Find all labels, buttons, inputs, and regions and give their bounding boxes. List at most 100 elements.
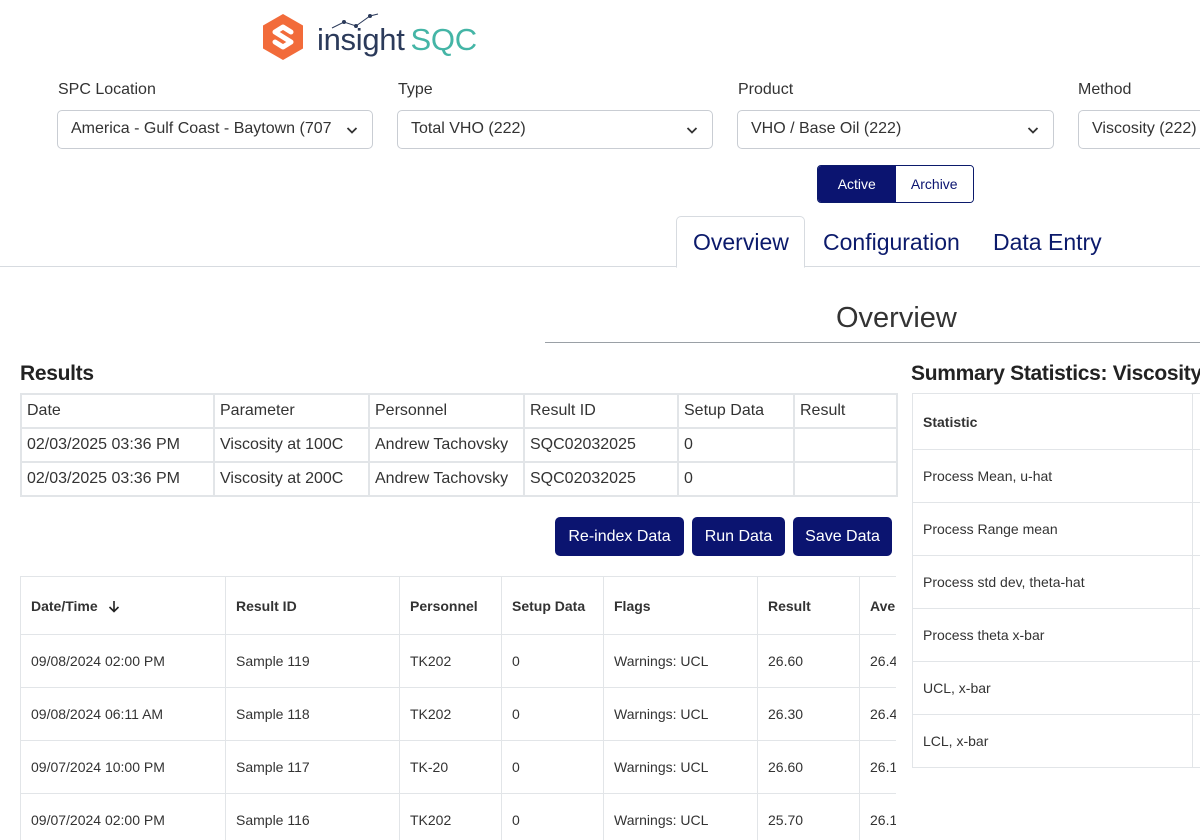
cell-date-time: 09/08/2024 06:11 AM: [20, 687, 226, 741]
brand-name: insight SQC: [317, 20, 477, 60]
table-row[interactable]: 09/07/2024 02:00 PM Sample 116 TK202 0 W…: [20, 793, 896, 840]
results-col-result: Result: [793, 393, 898, 429]
data-table-container[interactable]: Date/Time Result ID Personnel Setup Data…: [20, 576, 896, 840]
chevron-down-icon: [346, 127, 358, 134]
arrow-down-icon[interactable]: [108, 600, 120, 613]
cell-personnel: TK202: [399, 634, 502, 688]
brand-name-part1: insight: [317, 22, 405, 57]
type-value: Total VHO (222): [411, 120, 526, 137]
summary-stat-value: [1192, 502, 1200, 556]
summary-stat-label: Process theta x-bar: [912, 608, 1193, 662]
results-col-parameter: Parameter: [213, 393, 370, 429]
col-result-id[interactable]: Result ID: [225, 576, 400, 635]
cell-ave: 26.4: [859, 687, 896, 741]
cell-setup-data: 0: [501, 634, 604, 688]
cell-personnel: TK202: [399, 687, 502, 741]
cell-result-id: Sample 116: [225, 793, 400, 840]
overview-divider: [545, 342, 1200, 343]
table-row[interactable]: 09/08/2024 02:00 PM Sample 119 TK202 0 W…: [20, 634, 896, 688]
results-cell-result-id: SQC02032025: [523, 427, 679, 463]
cell-setup-data: 0: [501, 740, 604, 794]
tab-overview[interactable]: Overview: [693, 229, 789, 255]
col-setup-data[interactable]: Setup Data: [501, 576, 604, 635]
reindex-data-button[interactable]: Re-index Data: [555, 517, 684, 556]
cell-flags: Warnings: UCL: [603, 740, 758, 794]
status-toggle: Active Archive: [817, 165, 974, 203]
product-value: VHO / Base Oil (222): [751, 120, 902, 137]
results-title: Results: [20, 362, 94, 385]
results-cell-setup-data: 0: [677, 427, 795, 463]
col-date-time[interactable]: Date/Time: [20, 576, 226, 635]
summary-stat-label: Process std dev, theta-hat: [912, 555, 1193, 609]
results-col-setup-data: Setup Data: [677, 393, 795, 429]
results-cell-date: 02/03/2025 03:36 PM: [20, 461, 215, 497]
spc-location-value: America - Gulf Coast - Baytown (707: [71, 120, 332, 137]
cell-ave: 26.4: [859, 634, 896, 688]
summary-statistics-table: Statistic Process Mean, u-hat Process Ra…: [912, 393, 1200, 768]
table-row[interactable]: 09/08/2024 06:11 AM Sample 118 TK202 0 W…: [20, 687, 896, 741]
summary-stat-value: [1192, 555, 1200, 609]
method-value: Viscosity (222): [1092, 120, 1197, 137]
data-table-header-row: Date/Time Result ID Personnel Setup Data…: [20, 576, 896, 635]
tab-divider: [0, 266, 1200, 267]
results-cell-date: 02/03/2025 03:36 PM: [20, 427, 215, 463]
method-label: Method: [1078, 81, 1132, 98]
cell-flags: Warnings: UCL: [603, 687, 758, 741]
cell-personnel: TK-20: [399, 740, 502, 794]
results-cell-parameter: Viscosity at 200C: [213, 461, 370, 497]
table-row[interactable]: 09/07/2024 10:00 PM Sample 117 TK-20 0 W…: [20, 740, 896, 794]
summary-row: Process Range mean: [912, 502, 1200, 556]
cell-result-id: Sample 119: [225, 634, 400, 688]
col-ave[interactable]: Ave: [859, 576, 896, 635]
summary-row: Process std dev, theta-hat: [912, 555, 1200, 609]
spc-location-select[interactable]: America - Gulf Coast - Baytown (707: [57, 110, 373, 149]
tab-overview-active-bg: [676, 216, 805, 268]
cell-result: 25.70: [757, 793, 860, 840]
col-result[interactable]: Result: [757, 576, 860, 635]
type-select[interactable]: Total VHO (222): [397, 110, 713, 149]
summary-row: Process Mean, u-hat: [912, 449, 1200, 503]
col-flags[interactable]: Flags: [603, 576, 758, 635]
results-col-date: Date: [20, 393, 215, 429]
method-select[interactable]: Viscosity (222): [1078, 110, 1200, 149]
cell-flags: Warnings: UCL: [603, 634, 758, 688]
cell-result: 26.30: [757, 687, 860, 741]
results-cell-result-id: SQC02032025: [523, 461, 679, 497]
cell-date-time: 09/07/2024 02:00 PM: [20, 793, 226, 840]
archive-toggle-button[interactable]: Archive: [895, 166, 973, 202]
results-cell-parameter: Viscosity at 100C: [213, 427, 370, 463]
cell-date-time: 09/07/2024 10:00 PM: [20, 740, 226, 794]
summary-stat-value: [1192, 714, 1200, 768]
results-cell-result[interactable]: [793, 427, 898, 463]
results-cell-result[interactable]: [793, 461, 898, 497]
cell-ave: 26.1: [859, 740, 896, 794]
save-data-button[interactable]: Save Data: [793, 517, 892, 556]
insight-sqc-logo-icon: [263, 14, 303, 60]
summary-stat-value: [1192, 449, 1200, 503]
overview-heading: Overview: [836, 302, 957, 334]
run-data-button[interactable]: Run Data: [692, 517, 785, 556]
summary-stat-label: UCL, x-bar: [912, 661, 1193, 715]
results-table: Date Parameter Personnel Result ID Setup…: [20, 393, 898, 497]
cell-ave: 26.1: [859, 793, 896, 840]
results-col-result-id: Result ID: [523, 393, 679, 429]
type-label: Type: [398, 81, 433, 98]
data-table: Date/Time Result ID Personnel Setup Data…: [20, 576, 896, 840]
summary-statistics-container: Statistic Process Mean, u-hat Process Ra…: [912, 393, 1200, 771]
results-row: 02/03/2025 03:36 PM Viscosity at 200C An…: [20, 461, 898, 497]
col-personnel[interactable]: Personnel: [399, 576, 502, 635]
cell-setup-data: 0: [501, 687, 604, 741]
cell-personnel: TK202: [399, 793, 502, 840]
product-select[interactable]: VHO / Base Oil (222): [737, 110, 1054, 149]
summary-stat-label: Process Mean, u-hat: [912, 449, 1193, 503]
results-cell-personnel: Andrew Tachovsky: [368, 427, 525, 463]
active-toggle-button[interactable]: Active: [818, 166, 896, 202]
summary-stat-value: [1192, 661, 1200, 715]
spc-location-label: SPC Location: [58, 81, 156, 98]
summary-row: Process theta x-bar: [912, 608, 1200, 662]
chevron-down-icon: [686, 127, 698, 134]
cell-setup-data: 0: [501, 793, 604, 840]
tab-data-entry[interactable]: Data Entry: [993, 229, 1102, 255]
cell-result: 26.60: [757, 740, 860, 794]
tab-configuration[interactable]: Configuration: [823, 229, 960, 255]
